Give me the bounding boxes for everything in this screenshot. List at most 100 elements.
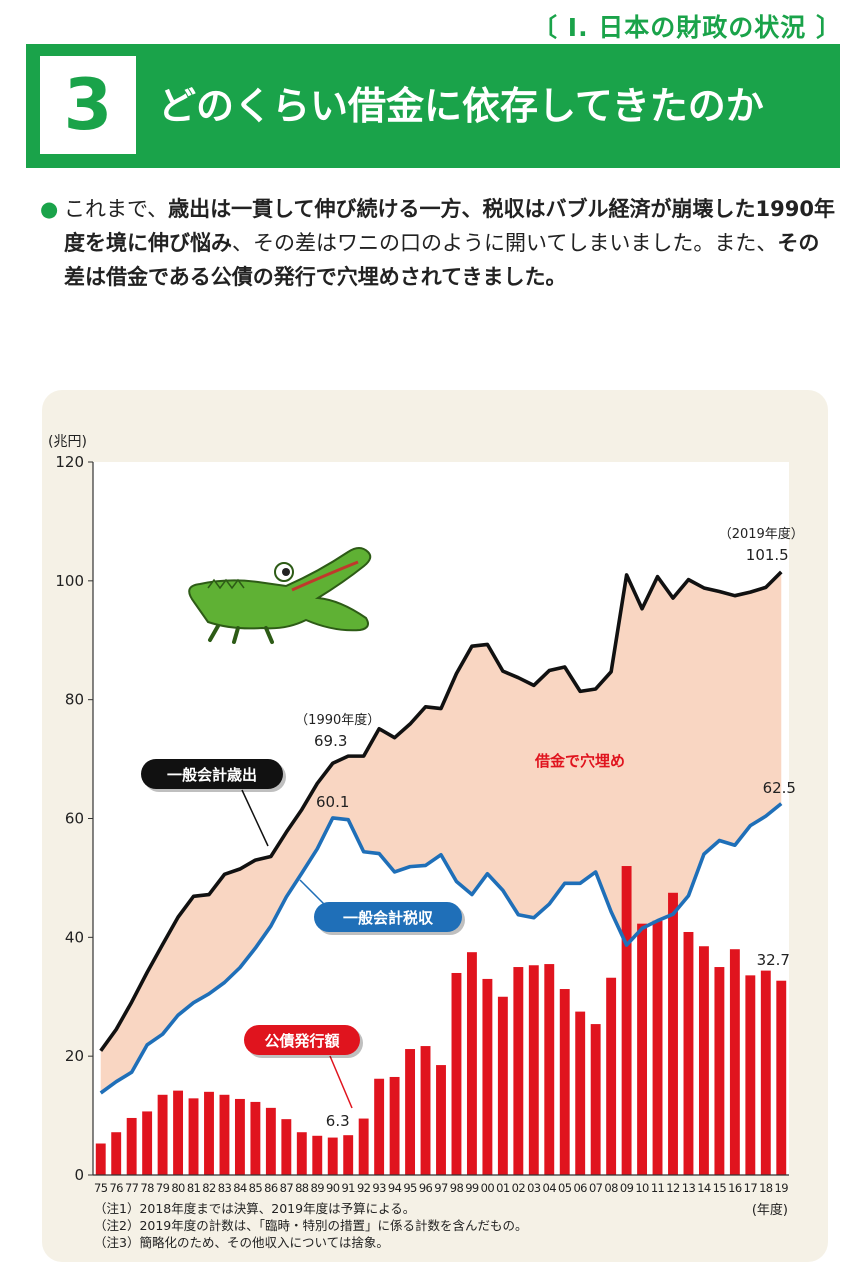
x-tick-label: 79 [156,1181,170,1195]
x-tick-label: 81 [187,1181,201,1195]
bond-bar [513,967,524,1175]
bond-bar [343,1135,354,1175]
spending-1990-year-label: （1990年度） [295,712,380,728]
bond-bar [436,1065,446,1175]
section-number: 3 [40,56,136,154]
bond-bar [544,964,555,1175]
y-tick-label: 100 [55,572,84,590]
bond-bar [312,1135,323,1175]
intro-text-1: これまで、 [64,197,169,221]
spending-1990-value-label: 69.3 [314,732,347,750]
section-label: 〔 Ⅰ. 日本の財政の状況 〕 [532,13,842,42]
bond-bar [729,949,740,1175]
note-1: （注1）2018年度までは決算、2019年度は予算による。 [94,1201,416,1216]
note-2: （注2）2019年度の計数は、「臨時・特別の措置」に係る計数を含んだもの。 [94,1218,528,1233]
bond-bar [668,892,678,1175]
x-tick-label: 15 [713,1181,727,1195]
bond-bar [219,1094,230,1175]
bond-bar [590,1024,601,1175]
bond-bar [142,1111,153,1175]
x-tick-label: 18 [759,1181,773,1195]
note-3: （注3）簡略化のため、その他収入については捨象。 [94,1235,389,1250]
bond-bar [374,1078,385,1175]
intro-paragraph: ● これまで、歳出は一貫して伸び続ける一方、税収はバブル経済が崩壊した1990年… [40,192,840,294]
gap-label: 借金で穴埋め [534,752,625,770]
bond-series-label-bg [244,1025,360,1055]
bond-bar [234,1098,245,1175]
y-tick-label: 120 [55,453,84,471]
y-tick-label: 0 [74,1166,84,1184]
intro-text-3: 、その差はワニの口のように開いてしまいました。また、 [232,231,778,255]
bullet-icon: ● [40,197,59,221]
x-tick-label: 89 [311,1181,325,1195]
x-tick-label: 99 [465,1181,479,1195]
x-tick-label: 78 [140,1181,154,1195]
bond-bar [451,972,462,1175]
bond-bar [606,977,617,1175]
x-tick-label: 88 [295,1181,309,1195]
bond-bar [281,1119,292,1175]
bond-bar [466,952,477,1175]
x-tick-label: 00 [481,1181,495,1195]
x-tick-label: 95 [403,1181,417,1195]
tax-line [99,802,783,1095]
bond-bar [559,989,570,1175]
x-tick-label: 82 [202,1181,216,1195]
bond-2019-value-label: 32.7 [757,951,790,969]
bond-bar [250,1101,261,1175]
x-tick-label: 12 [666,1181,680,1195]
bond-bar [575,1011,586,1175]
bond-bar [698,946,709,1175]
x-tick-label: 02 [512,1181,526,1195]
y-tick-label: 60 [65,810,84,828]
bond-bar [95,1143,106,1175]
x-tick-label: 17 [744,1181,758,1195]
x-tick-label: 10 [635,1181,649,1195]
bond-callout-line [329,1055,353,1109]
bond-bar [683,931,694,1175]
bond-bar [265,1107,276,1175]
x-tick-label: 11 [651,1181,665,1195]
title-banner: 3 どのくらい借金に依存してきたのか [26,44,840,168]
bond-bar [528,965,539,1175]
x-tick-label: 97 [434,1181,448,1195]
bond-bar [420,1046,431,1175]
bond-series-label: 公債発行額 [264,1032,339,1050]
gap-area [100,571,782,1094]
x-tick-label: 93 [372,1181,386,1195]
bond-bar [173,1090,184,1175]
spending-2019-year-label: （2019年度） [719,526,804,542]
bond-bar [126,1117,137,1175]
x-tick-label: 92 [357,1181,371,1195]
bond-bar [296,1132,307,1175]
x-tick-label: 76 [109,1181,123,1195]
bond-bar [714,967,725,1175]
x-tick-label: 84 [233,1181,247,1195]
x-tick-label: 91 [341,1181,355,1195]
bond-bar [760,970,771,1175]
spending-2019-value-label: 101.5 [746,546,789,564]
x-tick-label: 16 [728,1181,742,1195]
x-tick-label: 87 [280,1181,294,1195]
x-tick-label: 04 [543,1181,557,1195]
x-tick-label: 09 [620,1181,634,1195]
bond-bar [482,978,493,1175]
bond-bar [358,1118,369,1175]
page-title: どのくらい借金に依存してきたのか [158,84,764,128]
intro-text-4: その差は借金である公債の発行で穴埋めされてきました。 [64,231,820,289]
bond-bar [204,1091,214,1175]
chart-notes: （注1）2018年度までは決算、2019年度は予算による。 （注2）2019年度… [94,1200,528,1251]
x-tick-label: 06 [573,1181,587,1195]
y-tick-label: 80 [65,691,84,709]
x-tick-label: 98 [450,1181,464,1195]
bond-bar [188,1098,199,1175]
tax-callout-line [299,879,327,907]
bond-bar [776,980,787,1175]
x-tick-label: 03 [527,1181,541,1195]
intro-text: これまで、歳出は一貫して伸び続ける一方、税収はバブル経済が崩壊した1990年度を… [40,192,840,294]
x-tick-label: 96 [419,1181,433,1195]
tax-series-label-bg [314,902,462,932]
x-tick-label: 19 [775,1181,789,1195]
crocodile-illustration [188,547,372,644]
